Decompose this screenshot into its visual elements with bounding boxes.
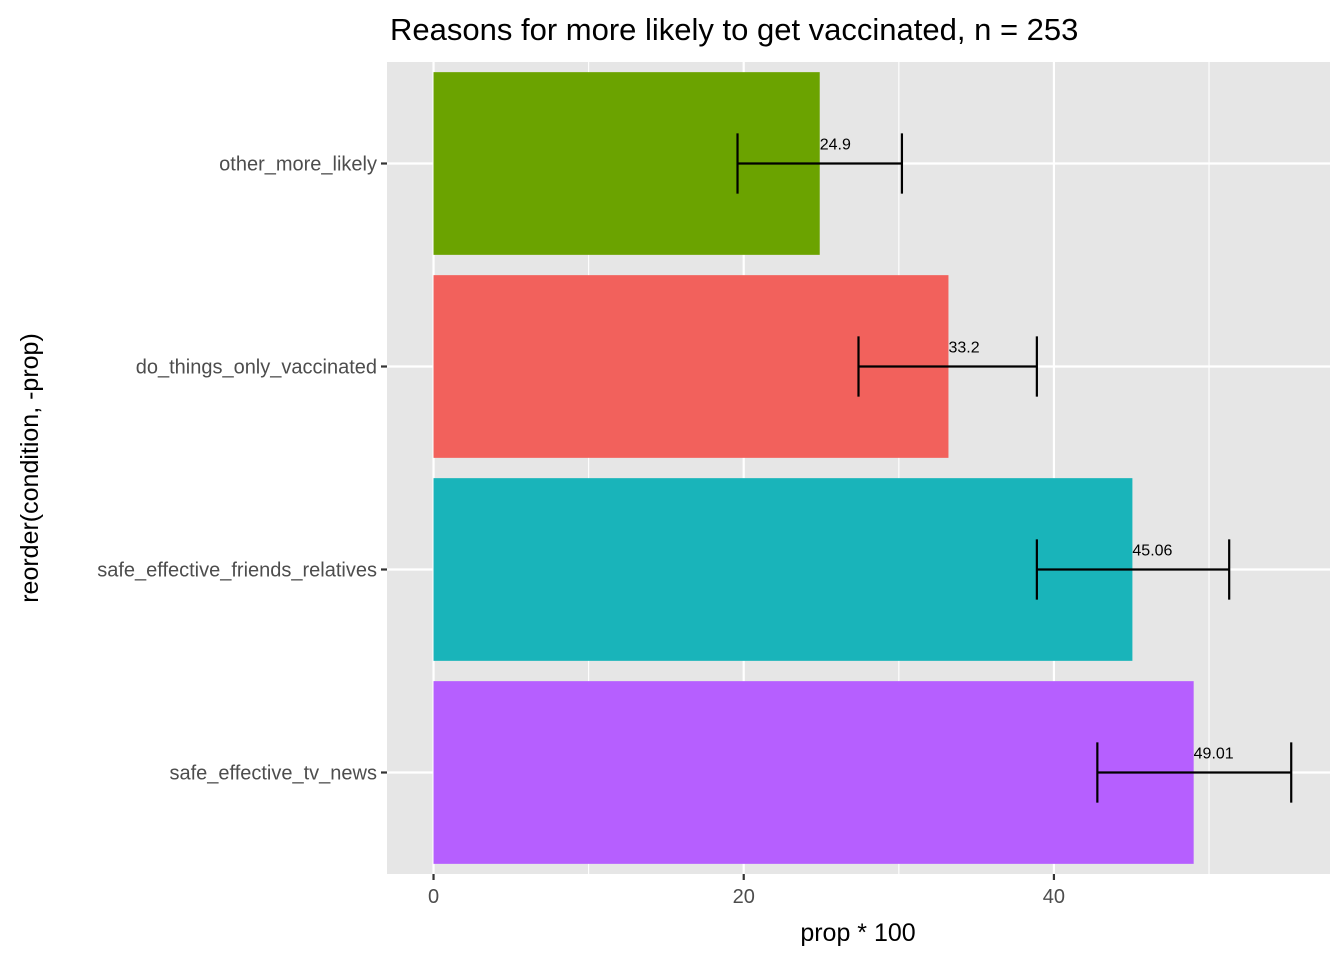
bar-safe_effective_tv_news — [433, 681, 1194, 864]
bar-safe_effective_friends_relatives — [433, 478, 1133, 661]
y-axis-title: reorder(condition, -prop) — [16, 333, 44, 603]
y-tick-label-do_things_only_vaccinated: do_things_only_vaccinated — [136, 357, 377, 379]
y-tick-label-safe_effective_tv_news: safe_effective_tv_news — [169, 763, 377, 785]
y-tick-label-safe_effective_friends_relatives: safe_effective_friends_relatives — [97, 560, 377, 582]
data-label-safe_effective_tv_news: 49.01 — [1194, 746, 1234, 763]
x-axis: 0 20 40 — [428, 874, 1065, 908]
error-bar-safe_effective_tv_news — [1096, 742, 1293, 803]
y-tick-label-other_more_likely: other_more_likely — [219, 154, 377, 176]
data-label-safe_effective_friends_relatives: 45.06 — [1132, 543, 1172, 560]
bars — [433, 72, 1194, 864]
y-axis: other_more_likely do_things_only_vaccinat… — [97, 154, 387, 785]
error-bar-safe_effective_friends_relatives — [1035, 539, 1231, 600]
x-axis-title: prop * 100 — [800, 919, 915, 947]
data-labels: 24.9 33.2 45.06 49.01 — [820, 137, 1234, 763]
error-bars — [736, 133, 1293, 803]
chart-title: Reasons for more likely to get vaccinate… — [390, 12, 1078, 47]
error-bar-do_things_only_vaccinated — [857, 336, 1038, 397]
x-tick-label: 20 — [733, 886, 755, 908]
x-tick-label: 0 — [428, 886, 439, 908]
data-label-other_more_likely: 24.9 — [820, 137, 851, 154]
x-tick-label: 40 — [1043, 886, 1065, 908]
error-bar-other_more_likely — [736, 133, 904, 194]
data-label-do_things_only_vaccinated: 33.2 — [948, 340, 979, 357]
